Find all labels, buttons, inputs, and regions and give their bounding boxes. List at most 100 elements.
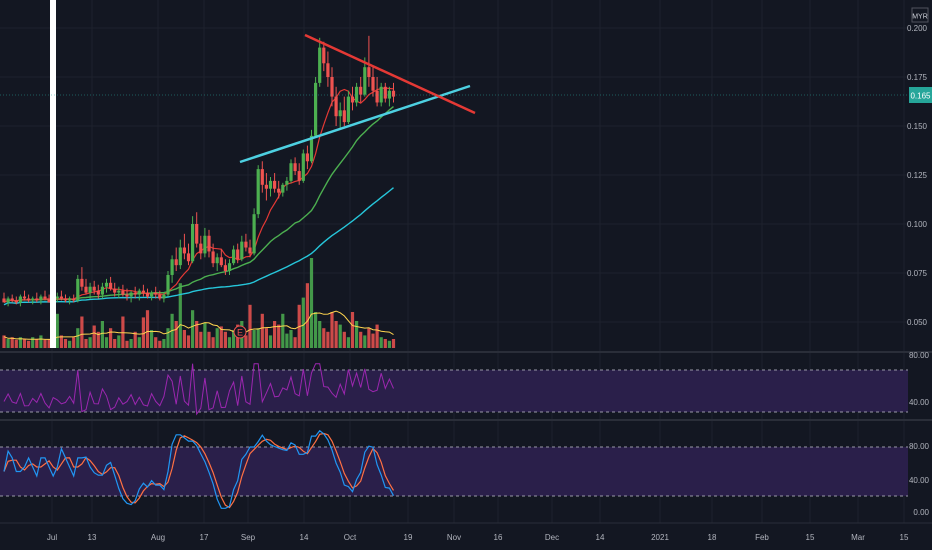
candle-body: [158, 294, 162, 299]
candle-body: [338, 110, 342, 117]
candle-body: [141, 290, 145, 293]
time-tick-label: Sep: [241, 533, 256, 542]
candle-body: [31, 298, 35, 301]
earnings-event-marker[interactable]: E: [233, 325, 247, 339]
candle-body: [84, 286, 88, 293]
candle-body: [383, 86, 387, 99]
candle-body: [314, 82, 318, 136]
candle-body: [359, 86, 363, 95]
candle-body: [355, 86, 359, 103]
volume-bar: [207, 331, 211, 348]
candle-body: [68, 298, 72, 301]
volume-bar: [350, 312, 355, 348]
price-pane[interactable]: E: [2, 0, 476, 348]
candle-body: [109, 282, 113, 289]
candle-body: [133, 292, 137, 295]
price-tick-label: 0.050: [907, 318, 928, 327]
candle-body: [273, 180, 277, 189]
candle-body: [154, 292, 158, 295]
volume-bar: [178, 283, 182, 348]
candle-body: [96, 290, 100, 295]
price-tick-label: 0.100: [907, 220, 928, 229]
time-tick-label: Jul: [47, 533, 57, 542]
stochastic-k-line: [3, 429, 395, 509]
volume-bar: [88, 337, 92, 348]
volume-bar: [121, 316, 125, 348]
rsi-axis[interactable]: 80.00 40.00: [909, 351, 930, 407]
volume-bar: [72, 337, 76, 348]
currency-badge[interactable]: MYR: [911, 7, 929, 23]
volume-bar: [145, 310, 150, 348]
candle-body: [145, 292, 150, 297]
time-tick-label: 17: [200, 533, 209, 542]
stochastic-tick-label: 40.00: [909, 476, 930, 485]
volume-bar: [379, 337, 383, 348]
ma-fast-line: [3, 87, 394, 303]
time-tick-label: Nov: [447, 533, 461, 542]
candle-body: [6, 298, 10, 303]
time-tick-label: 18: [708, 533, 717, 542]
stochastic-pane[interactable]: [0, 429, 908, 509]
time-axis[interactable]: Jul 13 Aug 17 Sep 14 Oct 19 Nov 16 Dec 14 2021 18 Feb 1…: [47, 533, 909, 542]
candle-body: [350, 96, 355, 103]
vertical-marker-line: [50, 0, 56, 348]
volume-bar: [10, 337, 14, 348]
volume-bar: [334, 321, 338, 348]
stochastic-tick-label: 0.00: [913, 508, 929, 517]
candle-body: [330, 77, 334, 97]
time-tick-label: 15: [900, 533, 909, 542]
candle-body: [35, 298, 39, 301]
candle-body: [244, 241, 248, 248]
volume-ma-line: [3, 310, 394, 340]
candle-body: [379, 86, 383, 103]
candle-body: [203, 235, 207, 254]
volume-bar: [137, 337, 141, 348]
resistance-trendline[interactable]: [304, 33, 476, 115]
volume-bar: [359, 331, 363, 348]
rsi-line: [3, 363, 394, 416]
volume-bar: [289, 330, 293, 348]
candle-body: [43, 296, 47, 299]
candle-body: [55, 296, 59, 299]
volume-bar: [277, 324, 281, 348]
time-tick-label: Mar: [851, 533, 865, 542]
stochastic-axis[interactable]: 80.00 40.00 0.00: [909, 442, 930, 517]
time-tick-label: Feb: [755, 533, 769, 542]
price-axis[interactable]: 0.200 0.175 0.150 0.125 0.100 0.075 0.050: [907, 24, 928, 327]
volume-bar: [186, 335, 191, 348]
volume-bar: [318, 321, 322, 348]
candle-body: [2, 298, 6, 303]
time-tick-label: Aug: [151, 533, 165, 542]
candle-body: [80, 278, 84, 287]
volume-bar: [260, 313, 264, 348]
candle-body: [223, 265, 227, 272]
earnings-event-label: E: [237, 328, 243, 338]
volume-bar: [268, 335, 273, 348]
candle-body: [178, 247, 182, 266]
volume-bar: [223, 331, 227, 348]
price-tick-label: 0.150: [907, 122, 928, 131]
rsi-pane[interactable]: [0, 363, 908, 416]
candle-body: [104, 282, 109, 287]
candle-body: [334, 96, 338, 117]
volume-bar: [6, 339, 10, 348]
volume-bar: [27, 340, 31, 348]
candle-body: [281, 184, 285, 193]
support-trendline[interactable]: [239, 84, 471, 164]
candle-body: [88, 286, 92, 293]
stochastic-band: [0, 447, 908, 496]
volume-bar: [322, 328, 326, 348]
time-tick-label: 16: [494, 533, 503, 542]
candle-body: [219, 257, 223, 266]
candle-body: [129, 292, 133, 297]
volume-bar: [387, 340, 391, 348]
volume-bar: [166, 328, 170, 348]
candle-body: [215, 257, 219, 264]
candle-body: [232, 249, 236, 264]
volume-bars: [2, 258, 396, 348]
volume-bar: [14, 339, 18, 348]
volume-bar: [109, 328, 113, 348]
price-tick-label: 0.075: [907, 269, 928, 278]
volume-bar: [31, 337, 35, 348]
